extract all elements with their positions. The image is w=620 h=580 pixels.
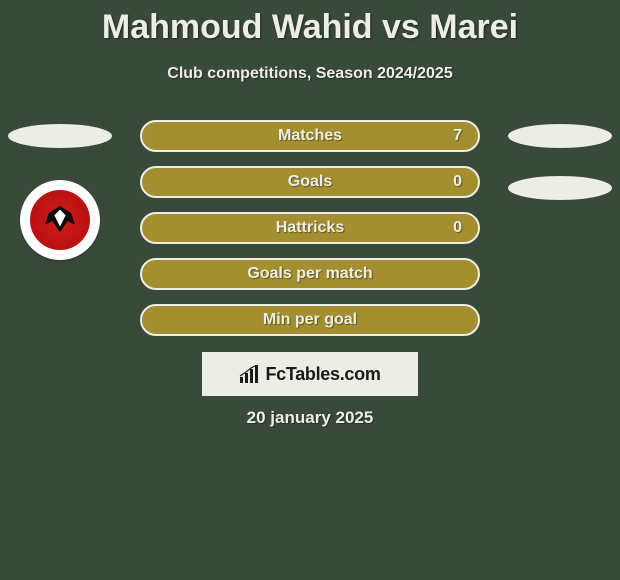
stat-row-matches: Matches 7 [140,120,480,152]
page-title: Mahmoud Wahid vs Marei [0,0,620,47]
stat-label: Matches [278,127,342,145]
stat-row-hattricks: Hattricks 0 [140,212,480,244]
club-badge [20,180,100,260]
player-right-placeholder-2 [508,176,612,200]
subtitle: Club competitions, Season 2024/2025 [0,65,620,83]
comparison-infographic: Mahmoud Wahid vs Marei Club competitions… [0,0,620,580]
stat-label: Min per goal [263,311,357,329]
stat-value: 0 [453,173,462,191]
stat-rows: Matches 7 Goals 0 Hattricks 0 Goals per … [140,120,480,350]
date-text: 20 january 2025 [0,408,620,428]
stat-value: 0 [453,219,462,237]
brand-text: FcTables.com [265,364,380,385]
player-right-placeholder-1 [508,124,612,148]
player-left-placeholder [8,124,112,148]
chart-bars-icon [239,365,261,383]
stat-row-goals: Goals 0 [140,166,480,198]
stat-label: Goals per match [247,265,372,283]
club-badge-inner [28,188,92,252]
eagle-icon [41,204,79,236]
stat-label: Goals [288,173,332,191]
brand-box: FcTables.com [202,352,418,396]
stat-label: Hattricks [276,219,344,237]
stat-row-min-per-goal: Min per goal [140,304,480,336]
stat-row-goals-per-match: Goals per match [140,258,480,290]
stat-value: 7 [453,127,462,145]
